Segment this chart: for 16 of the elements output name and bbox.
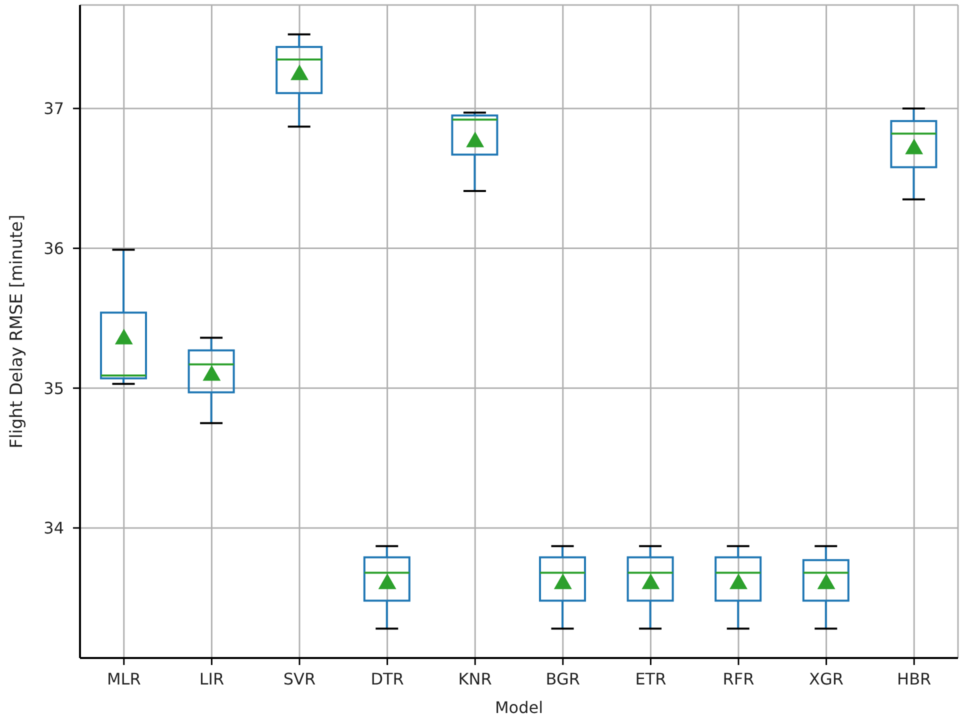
y-tick-label: 36 xyxy=(44,238,64,258)
x-tick-label: LIR xyxy=(199,669,224,688)
x-tick-label: BGR xyxy=(546,669,580,688)
y-tick-label: 37 xyxy=(44,99,64,118)
y-tick-label: 35 xyxy=(44,378,64,398)
y-tick-label: 34 xyxy=(44,518,64,538)
x-tick-label: SVR xyxy=(283,669,316,688)
x-tick-label: HBR xyxy=(897,669,932,688)
y-axis-title: Flight Delay RMSE [minute] xyxy=(7,214,28,448)
x-tick-label: KNR xyxy=(458,669,492,688)
x-tick-label: ETR xyxy=(635,669,666,688)
x-axis-title: Model xyxy=(494,698,544,717)
x-tick-label: MLR xyxy=(106,669,141,688)
x-tick-label: RFR xyxy=(722,669,754,688)
x-tick-label: DTR xyxy=(370,669,404,688)
x-tick-label: XGR xyxy=(809,669,844,688)
